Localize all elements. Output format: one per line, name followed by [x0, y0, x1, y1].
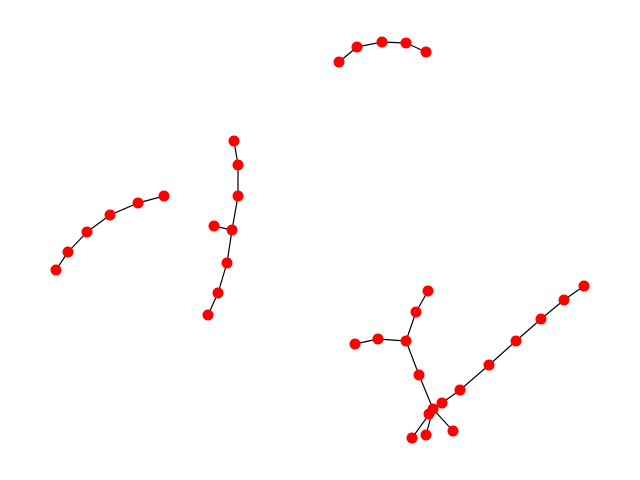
graph-node [81, 226, 93, 238]
graph-node [422, 285, 434, 297]
graph-node [232, 159, 244, 171]
graph-edge [231, 195, 239, 231]
graph-node [483, 359, 495, 371]
graph-node [208, 220, 220, 232]
graph-edge [405, 340, 420, 376]
graph-edge [488, 340, 517, 366]
graph-node [226, 224, 238, 236]
graph-edge [418, 374, 434, 410]
graph-edge [459, 364, 490, 391]
graph-node [349, 338, 361, 350]
graph-node [228, 135, 240, 147]
graph-node [436, 397, 448, 409]
graph-node [413, 369, 425, 381]
graph-node [578, 280, 590, 292]
graph-node [221, 257, 233, 269]
graph-node [420, 46, 432, 58]
graph-node [447, 425, 459, 437]
graph-node [423, 408, 435, 420]
graph-node [372, 333, 384, 345]
graph-node [406, 432, 418, 444]
graph-node [132, 197, 144, 209]
graph-node [454, 384, 466, 396]
graph-node [212, 287, 224, 299]
node-layer [50, 36, 590, 444]
graph-node [62, 246, 74, 258]
graph-node [104, 209, 116, 221]
graph-node [400, 335, 412, 347]
graph-edge [515, 318, 542, 342]
graph-node [232, 190, 244, 202]
graph-node [333, 56, 345, 68]
graph-node [50, 264, 62, 276]
graph-node [510, 335, 522, 347]
graph-node [535, 313, 547, 325]
graph-node [202, 309, 214, 321]
graph-edge [226, 229, 233, 264]
graph-node [558, 294, 570, 306]
graph-node [376, 36, 388, 48]
graph-node [351, 41, 363, 53]
graph-node [158, 190, 170, 202]
graph-node [420, 429, 432, 441]
graph-node [400, 37, 412, 49]
graph-node [410, 306, 422, 318]
